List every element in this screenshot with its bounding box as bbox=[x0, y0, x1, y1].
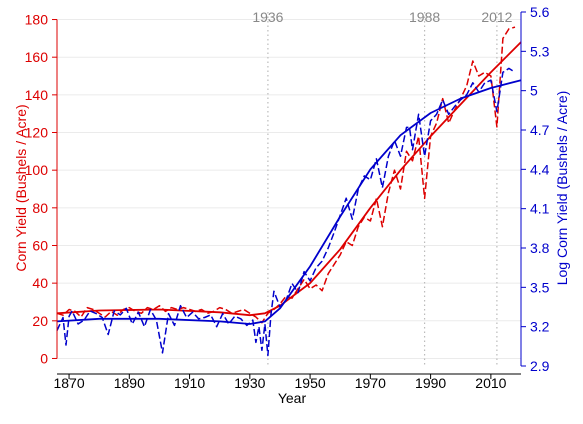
x-tick-label: 1970 bbox=[355, 375, 386, 391]
x-tick-label: 1870 bbox=[53, 375, 84, 391]
y-left-tick-label: 120 bbox=[25, 125, 49, 141]
y-right-tick-label: 5.3 bbox=[530, 43, 550, 59]
y-axis-right-title: Log Corn Yield (Bushels / Acre) bbox=[554, 91, 570, 286]
series-line-left-solid bbox=[56, 41, 522, 317]
y-right-tick-label: 5.6 bbox=[530, 4, 550, 20]
y-right-tick-label: 4.7 bbox=[530, 122, 550, 138]
x-tick-label: 1990 bbox=[415, 375, 446, 391]
annotation-label: 2012 bbox=[481, 9, 512, 25]
annotation-label: 1988 bbox=[409, 9, 440, 25]
y-left-tick-label: 40 bbox=[32, 275, 48, 291]
x-tick-label: 2010 bbox=[475, 375, 506, 391]
y-left-tick-label: 140 bbox=[25, 87, 49, 103]
y-right-tick-label: 2.9 bbox=[530, 358, 550, 374]
y-left-tick-label: 20 bbox=[32, 313, 48, 329]
y-right-tick-label: 4.1 bbox=[530, 201, 550, 217]
axes: 0 20 40 60 80 100 120 140 160 180 2.9 3.2 3.5 3.8 4.1 4… bbox=[25, 4, 550, 391]
y-left-tick-label: 160 bbox=[25, 49, 49, 65]
y-right-tick-label: 4.4 bbox=[530, 161, 550, 177]
x-axis-title: Year bbox=[278, 390, 307, 406]
y-right-tick-label: 3.5 bbox=[530, 279, 550, 295]
annotation-label: 1936 bbox=[252, 9, 283, 25]
y-left-tick-label: 60 bbox=[32, 237, 48, 253]
y-right-tick-label: 5 bbox=[530, 83, 538, 99]
series-line-right-solid bbox=[56, 79, 522, 325]
x-tick-label: 1950 bbox=[295, 375, 326, 391]
y-axis-left-title: Corn Yield (Bushels / Acre) bbox=[13, 104, 29, 271]
series-lines bbox=[56, 26, 522, 357]
y-left-tick-label: 100 bbox=[25, 162, 49, 178]
x-tick-label: 1930 bbox=[234, 375, 265, 391]
y-right-tick-label: 3.8 bbox=[530, 240, 550, 256]
y-left-tick-label: 0 bbox=[40, 350, 48, 366]
y-left-tick-label: 80 bbox=[32, 200, 48, 216]
x-tick-label: 1910 bbox=[174, 375, 205, 391]
reference-lines: 1936 1988 2012 bbox=[252, 9, 513, 366]
series-line-left-dashed bbox=[56, 26, 516, 324]
x-tick-label: 1890 bbox=[114, 375, 145, 391]
y-left-tick-label: 180 bbox=[25, 12, 49, 28]
y-right-tick-label: 3.2 bbox=[530, 319, 550, 335]
